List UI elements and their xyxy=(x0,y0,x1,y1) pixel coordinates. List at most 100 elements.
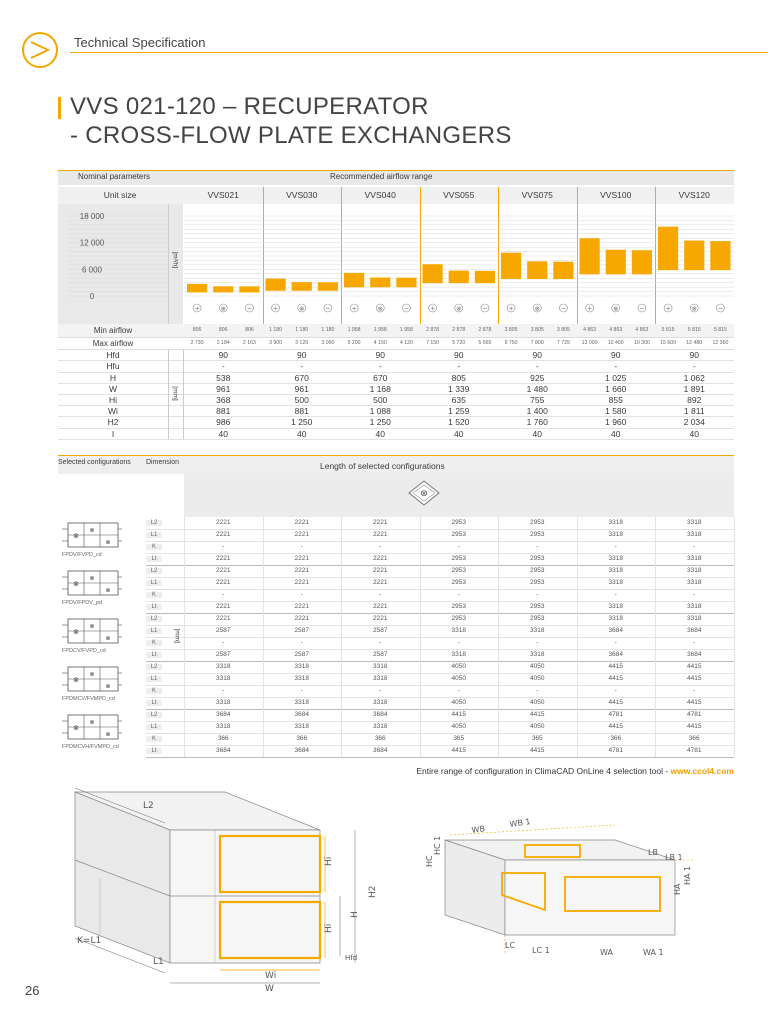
column-separator xyxy=(655,517,656,757)
unit-size-header: VVS021 xyxy=(207,190,239,200)
table-row xyxy=(146,613,734,626)
svg-text:⊗: ⊗ xyxy=(105,731,110,738)
flow-icon-glyph: ⊗ xyxy=(692,305,697,312)
flow-direction-icon: ⊗ xyxy=(689,303,699,313)
table-cell: - xyxy=(457,639,460,646)
table-cell: - xyxy=(693,543,696,550)
table-cell: - xyxy=(614,361,618,372)
row-label: Wi xyxy=(108,406,118,417)
table-cell: 2953 xyxy=(451,519,466,526)
exchanger-dimensions-diagram: WB WB 1 HC HC 1 LB LB 1 HA HA 1 LC LC 1 … xyxy=(425,817,695,957)
dim-label: Lt xyxy=(146,700,162,706)
table-cell: 5 815 xyxy=(661,327,675,333)
nominal-params-label: Nominal parameters xyxy=(78,172,151,181)
table-cell: 3318 xyxy=(373,675,388,682)
table-cell: 4415 xyxy=(608,663,623,670)
ccol4-link[interactable]: www.ccol4.com xyxy=(670,766,734,776)
flow-direction-icon: − xyxy=(559,303,568,313)
table-row xyxy=(58,405,734,418)
table-row xyxy=(146,601,734,614)
table-cell: 3 090 xyxy=(321,339,335,346)
dim-label: L2 xyxy=(146,664,162,670)
table-cell: - xyxy=(300,639,303,646)
table-cell: 3684 xyxy=(608,627,623,634)
table-cell: 1 520 xyxy=(448,417,470,428)
table-cell: 2221 xyxy=(216,615,231,622)
svg-text:⊗: ⊗ xyxy=(73,628,79,636)
table-cell: 3318 xyxy=(216,699,231,706)
dim-label: L1 xyxy=(146,628,162,634)
table-cell: 3318 xyxy=(373,723,388,730)
table-cell: 3 120 xyxy=(295,339,309,346)
config-icon-row xyxy=(184,473,734,517)
table-cell: 1 088 xyxy=(369,406,391,417)
table-cell: 2953 xyxy=(451,603,466,610)
airflow-bar xyxy=(605,249,626,275)
flow-icon-glyph: + xyxy=(509,305,514,312)
table-cell: 670 xyxy=(373,372,388,383)
table-cell: 2 878 xyxy=(452,327,466,333)
dim-label: K xyxy=(146,592,162,598)
table-cell: 4781 xyxy=(608,711,623,718)
dim-label: K xyxy=(146,544,162,550)
table-cell: 3318 xyxy=(687,531,702,538)
svg-text:LC: LC xyxy=(505,941,515,950)
footnote: Entire range of configuration in ClimaCA… xyxy=(416,766,734,776)
table-head-row xyxy=(58,170,734,185)
svg-text:HC 1: HC 1 xyxy=(433,836,442,855)
table-cell: 635 xyxy=(451,395,466,405)
airflow-bar xyxy=(187,283,208,293)
table-cell: 2221 xyxy=(216,579,231,586)
row-label: Hi xyxy=(108,395,118,405)
table-cell: 806 xyxy=(218,327,228,333)
flow-icon-glyph: + xyxy=(666,305,671,312)
svg-text:HA 1: HA 1 xyxy=(683,866,692,885)
table-row xyxy=(58,394,734,407)
config-schematic-icon: ⊗ ⊗ ⊗ xyxy=(62,570,122,596)
table-cell: 7 150 xyxy=(426,339,440,346)
row-label: Max airflow xyxy=(92,338,134,348)
table-cell: - xyxy=(457,591,460,598)
table-cell: 3 805 xyxy=(530,327,544,333)
table-cell: 1 250 xyxy=(369,417,391,428)
table-cell: 806 xyxy=(192,327,202,333)
table-cell: 4781 xyxy=(687,711,702,718)
table-cell: 3684 xyxy=(294,711,309,718)
table-cell: 3684 xyxy=(687,651,702,658)
y-tick-label: 12 000 xyxy=(80,239,105,248)
table-cell: 4415 xyxy=(687,699,702,706)
table-cell: 3684 xyxy=(373,711,388,718)
svg-text:Wi: Wi xyxy=(265,971,276,981)
table-cell: 2221 xyxy=(294,555,309,562)
airflow-bar xyxy=(684,240,705,271)
table-cell: 500 xyxy=(294,395,309,405)
table-cell: 4050 xyxy=(451,663,466,670)
column-separator xyxy=(419,517,421,757)
table-cell: 366 xyxy=(217,735,229,742)
flow-icon-glyph: − xyxy=(639,305,644,312)
flow-icon-glyph: + xyxy=(587,305,592,312)
unit-stack-diagram: L2 Hi H2 H Hi Hfd K=L1 L1 Wi W xyxy=(74,787,378,994)
flow-icon-glyph: ⊗ xyxy=(535,305,540,312)
table-cell: 2953 xyxy=(530,555,545,562)
svg-text:Hi: Hi xyxy=(324,924,334,933)
y-tick-label: 6 000 xyxy=(82,265,103,274)
flow-direction-icon: + xyxy=(192,303,202,313)
svg-text:HC: HC xyxy=(425,855,434,867)
title-accent xyxy=(58,97,61,119)
unit-size-header: VVS030 xyxy=(286,190,318,200)
airflow-bar xyxy=(422,264,443,284)
table-cell: - xyxy=(693,687,696,694)
svg-text:⊗: ⊗ xyxy=(73,532,79,540)
table-cell: 4415 xyxy=(608,675,623,682)
table-cell: 1 480 xyxy=(526,383,548,394)
dim-label: K xyxy=(146,640,162,646)
table-cell: - xyxy=(379,639,382,646)
table-cell: 1 958 xyxy=(347,327,361,333)
svg-text:LB: LB xyxy=(648,848,658,857)
column-separator xyxy=(733,517,735,757)
flow-icon-glyph: + xyxy=(273,305,278,312)
table-cell: 3684 xyxy=(608,651,623,658)
table-cell: 500 xyxy=(373,395,388,405)
table-cell: 2221 xyxy=(294,519,309,526)
